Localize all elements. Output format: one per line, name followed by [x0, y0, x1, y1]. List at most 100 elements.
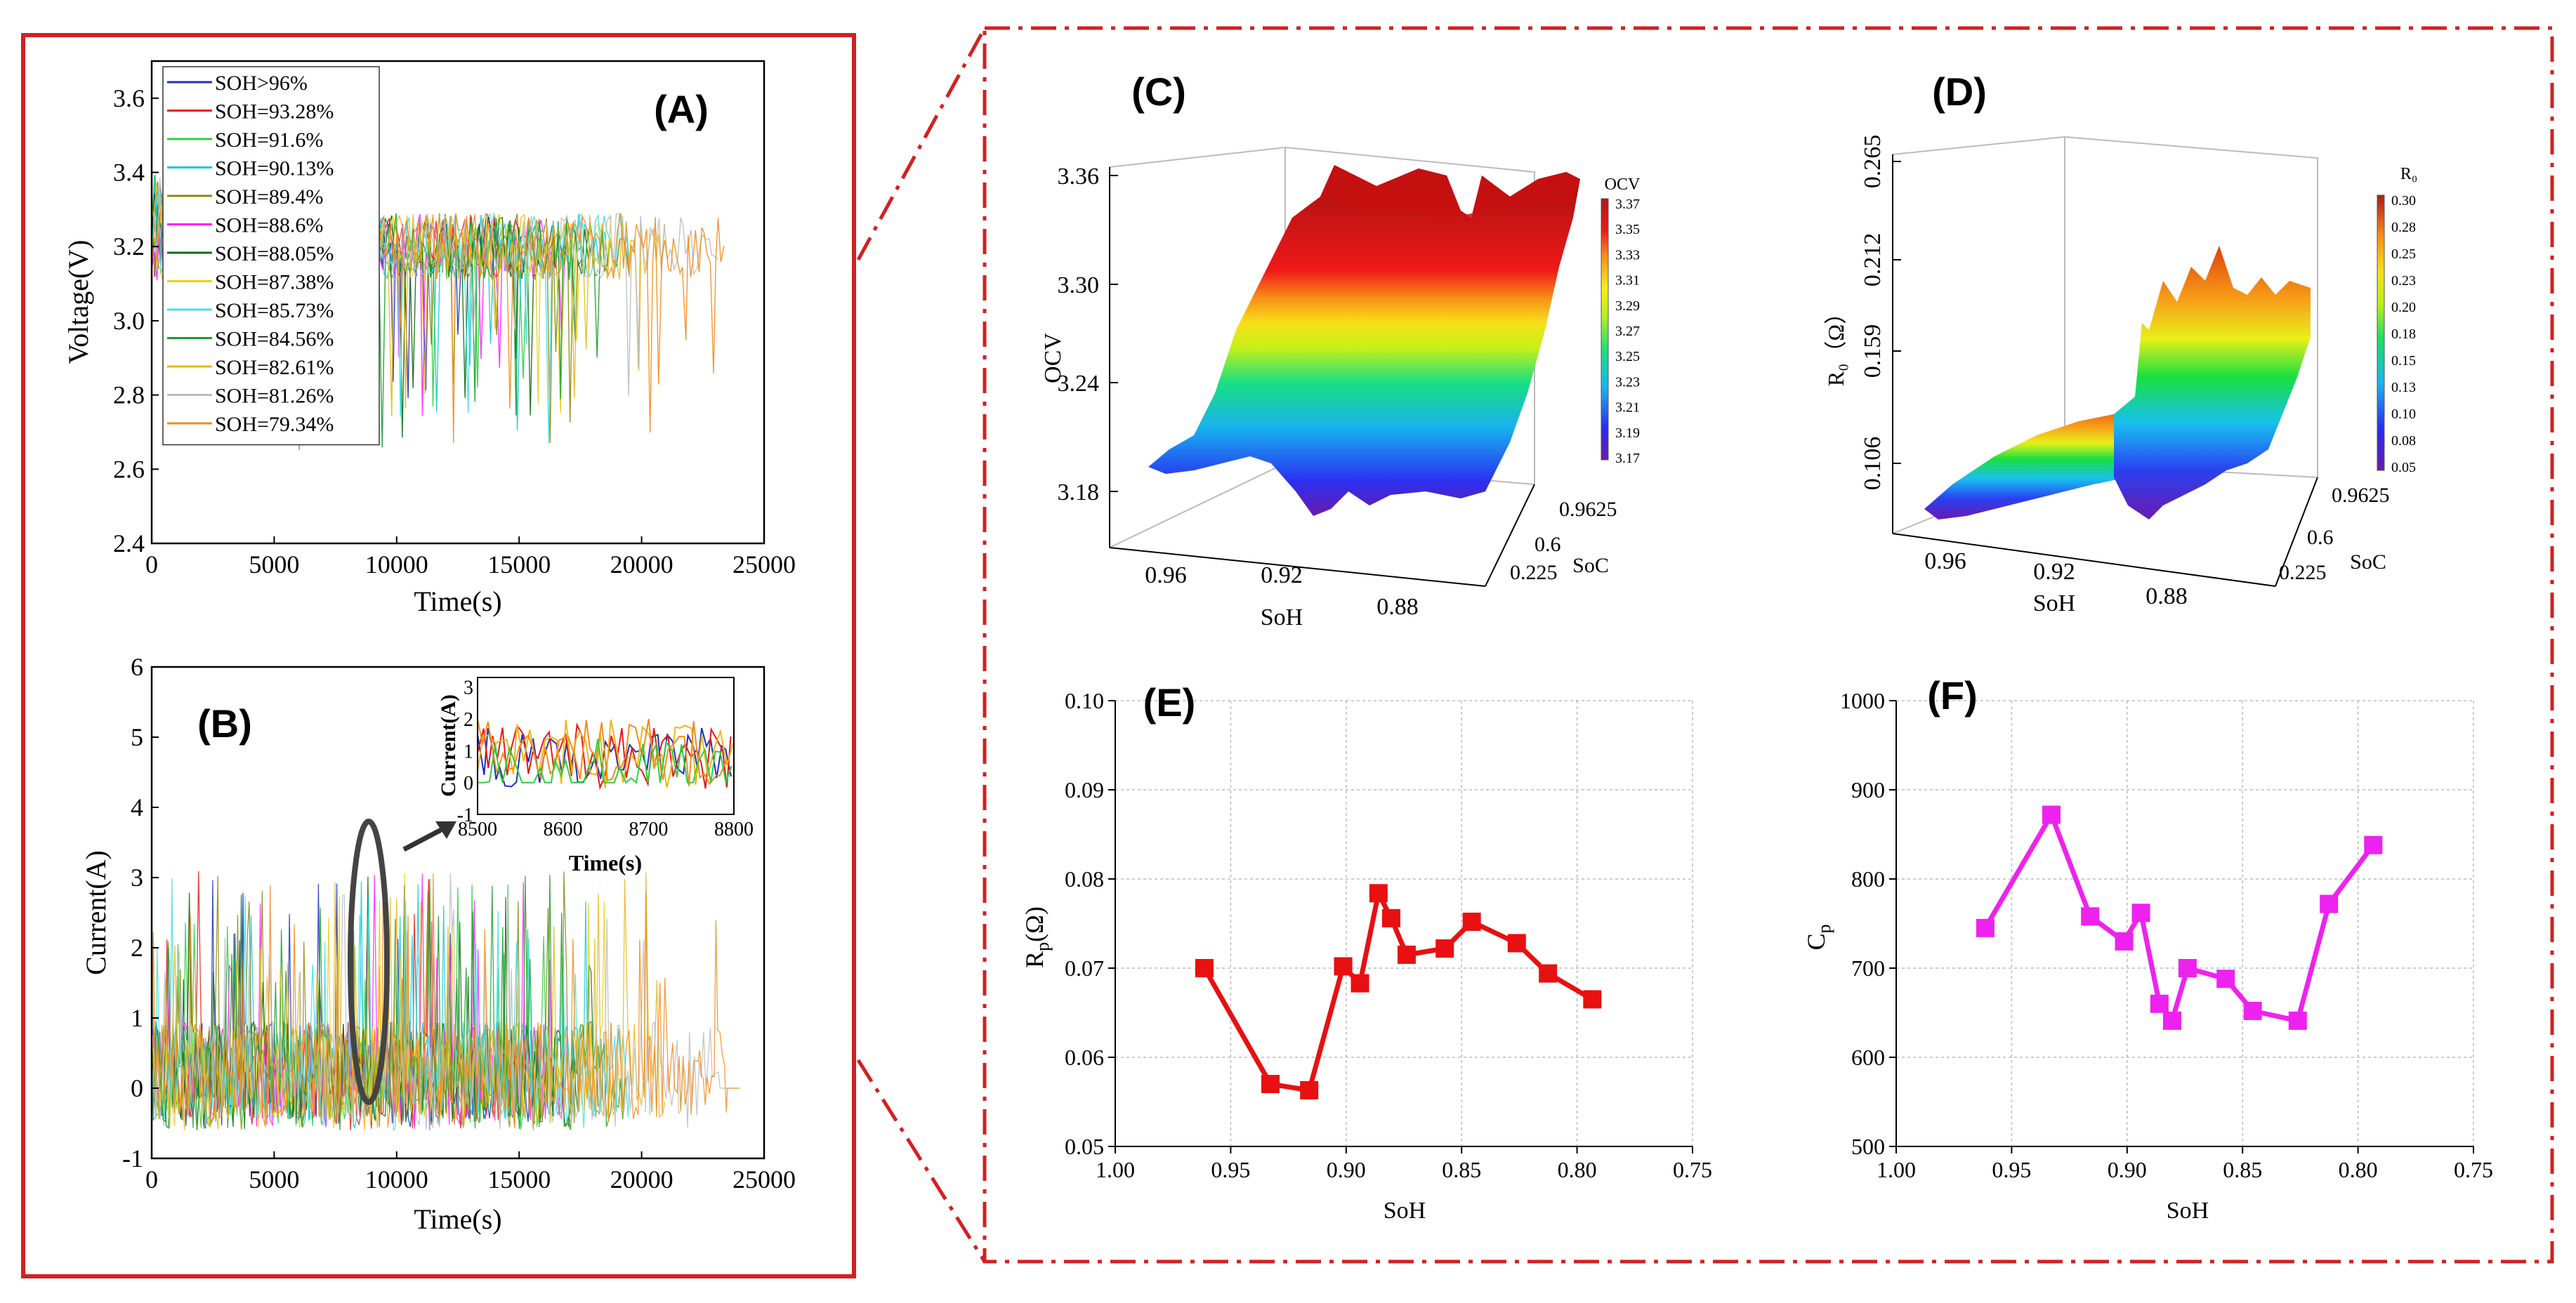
panel-f-xtick-label: 0.80 [2339, 1157, 2378, 1182]
panel-f-marker [2131, 904, 2150, 922]
panel-e-axes: 1.00 0.95 0.90 0.85 0.80 0.75 0.05 0.06 0.07 0.08… [1065, 688, 1712, 1182]
panel-d-colorbar-tick: 0.13 [2391, 380, 2416, 395]
inset-axes-box [477, 677, 735, 815]
panel-a-legend-label: SOH=84.56% [215, 328, 334, 351]
panel-f-xtick-label: 0.75 [2454, 1157, 2493, 1182]
panel-b-ytick-label: 0 [131, 1074, 143, 1102]
panel-d-xtick-label: 0.92 [2033, 559, 2075, 585]
panel-f-line [1983, 812, 2376, 1024]
panel-b-xtick-label: 10000 [365, 1165, 428, 1193]
panel-c-surface-front [1148, 165, 1580, 516]
panel-b-ytick-label: 2 [131, 934, 143, 962]
panel-a-legend-label: SOH=79.34% [215, 413, 334, 436]
panel-c-surface-top-ridge [1320, 165, 1580, 218]
inset-ytick-label: -1 [457, 805, 473, 826]
panel-e-ylabel-unit: (Ω) [1020, 906, 1049, 942]
right-frame [983, 26, 2554, 1264]
panel-e-ylabel-main: R [1020, 951, 1049, 968]
panel-d-ztick-label: 0.106 [1860, 437, 1886, 491]
panel-a-ytick-label: 2.4 [113, 529, 145, 557]
panel-f-xtick-label: 0.85 [2223, 1157, 2262, 1182]
panel-c-colorbar-tick: 3.29 [1615, 298, 1640, 314]
panel-d-floor-right [2275, 477, 2318, 587]
panel-b-highlight-ellipse [348, 819, 390, 1105]
inset-xtick-label: 8800 [714, 819, 754, 840]
panel-d-colorbar-tick: 0.18 [2391, 326, 2416, 342]
panel-b-xtick-label: 15000 [487, 1165, 551, 1193]
panel-a-legend-box [162, 66, 380, 446]
panel-f-marker [2243, 1001, 2262, 1020]
panel-e-xtick-label: 0.85 [1442, 1157, 1481, 1182]
panel-e-ytick-label: 0.08 [1065, 866, 1104, 892]
panel-c-ztick-label: 3.18 [1058, 479, 1100, 505]
panel-d-xlabel: SoH [2033, 590, 2075, 616]
panel-e-marker [1195, 959, 1214, 977]
panel-e-ytick-label: 0.10 [1065, 688, 1104, 713]
panel-e-xtick-label: 1.00 [1096, 1157, 1135, 1182]
panel-d-zlabel: R₀（Ω） [1823, 302, 1848, 386]
panel-d-colorbar [2377, 194, 2385, 471]
panel-d-colorbar-tick: 0.20 [2391, 300, 2416, 315]
inset-ytick-label: 3 [464, 677, 473, 699]
panel-d-ztick-label: 0.212 [1860, 233, 1886, 287]
panel-f-xtick-label: 1.00 [1877, 1157, 1916, 1182]
panel-c-ytick-label: 0.6 [1535, 533, 1561, 556]
panel-b-inset-arrow [402, 826, 445, 852]
panel-e-ylabel: Rp(Ω) [1020, 906, 1053, 968]
panel-c-colorbar-ticks: 3.37 3.35 3.33 3.31 3.29 3.27 3.25 3.23 3.21 3.19… [1615, 197, 1640, 466]
panel-e-ytick-label: 0.05 [1065, 1134, 1104, 1159]
panel-e-marker [1261, 1075, 1280, 1094]
panel-f-ytick-label: 600 [1851, 1045, 1885, 1070]
panel-b-xtick-label: 20000 [610, 1165, 673, 1193]
panel-c-colorbar-tick: 3.17 [1615, 451, 1640, 466]
panel-d-r0-surface: (D) 0.106 0.159 0.212 0.265 0.96 0.92 0.88 0.22… [1823, 70, 2417, 616]
panel-a-legend-label: SOH=89.4% [215, 185, 323, 209]
panel-a-xlabel: Time(s) [414, 586, 501, 617]
panel-c-xtick-label: 0.96 [1145, 562, 1187, 588]
panel-b-xtick-label: 5000 [249, 1165, 299, 1193]
panel-c-back-pane-right [1284, 147, 1535, 484]
panel-a-ytick-label: 3.2 [113, 232, 145, 260]
panel-d-ytick-label: 0.225 [2279, 561, 2327, 584]
panel-c-colorbar-tick: 3.25 [1615, 349, 1640, 364]
panel-b-axes-box [150, 666, 765, 1160]
panel-f-xlabel: SoH [2167, 1198, 2209, 1224]
panel-d-floor-front [1892, 533, 2276, 587]
panel-e-marker [1334, 957, 1353, 976]
inset-ylabel: Current(A) [437, 694, 460, 797]
panel-c-ocv-surface: (C) 3.18 3.24 3.30 3.36 0.96 0.92 0.88 0.225 0.6… [1040, 70, 1641, 630]
panel-c-colorbar-tick: 3.33 [1615, 247, 1640, 263]
panel-f-marker [2042, 805, 2061, 824]
panel-b-label: (B) [197, 701, 252, 746]
panel-c-ztick-label: 3.36 [1058, 164, 1100, 190]
panel-e-marker [1462, 912, 1481, 931]
panel-f-ytick-label: 900 [1851, 777, 1885, 802]
panel-a-legend-label: SOH=82.61% [215, 356, 334, 379]
panel-c-ticks: 3.18 3.24 3.30 3.36 0.96 0.92 0.88 0.225 0.6 0.96… [1058, 164, 1617, 620]
panel-e-marker [1369, 884, 1388, 903]
panel-c-label: (C) [1131, 70, 1186, 114]
inset-ytick-label: 1 [464, 741, 473, 762]
panel-a-axes-box [150, 60, 765, 545]
panel-e-xtick-label: 0.80 [1558, 1157, 1597, 1182]
panel-c-colorbar-tick: 3.35 [1615, 222, 1640, 237]
panel-d-colorbar-tick: 0.10 [2391, 406, 2416, 422]
inset-trace-4 [478, 739, 732, 786]
panel-d-surface-right [2114, 246, 2311, 520]
panel-a-legend-label: SOH=87.38% [215, 271, 334, 294]
panel-a-ylabel: Voltage(V) [63, 240, 94, 364]
panel-d-colorbar-tick: 0.25 [2391, 246, 2416, 262]
panel-a-xtick-label: 10000 [365, 550, 428, 578]
panel-e-ytick-label: 0.06 [1065, 1045, 1104, 1070]
panel-e-label: (E) [1143, 680, 1196, 725]
panel-e-marker [1300, 1080, 1319, 1099]
panel-a-label: (A) [654, 87, 709, 131]
panel-f-ytick-label: 1000 [1840, 688, 1885, 713]
inset-ticks: 8500 8600 8700 8800 -1 0 1 2 3 [457, 677, 754, 840]
panel-a-ytick-label: 2.6 [113, 455, 145, 483]
panel-f-axes: 1.00 0.95 0.90 0.85 0.80 0.75 500 600 700 800 900 1… [1840, 688, 2493, 1182]
panel-e-marker [1351, 974, 1369, 993]
panel-a-xtick-label: 20000 [610, 550, 673, 578]
panel-e-ytick-label: 0.07 [1065, 955, 1104, 981]
